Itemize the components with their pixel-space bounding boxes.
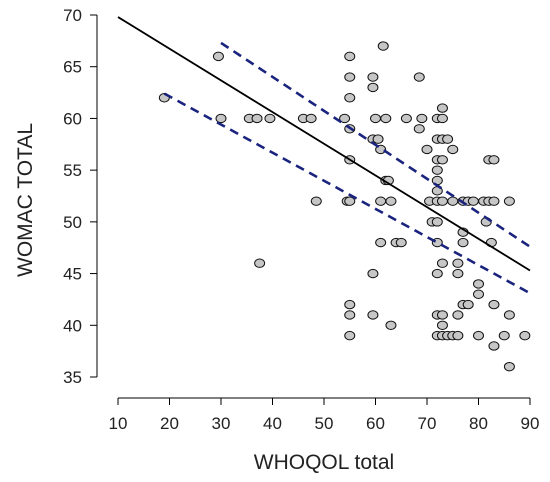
data-point xyxy=(519,330,531,341)
data-point xyxy=(452,268,464,279)
y-tick-label: 45 xyxy=(63,265,82,284)
data-point xyxy=(215,113,227,124)
data-point xyxy=(344,93,356,103)
plot-area: 10 20 30 40 50 60 70 80 90 35 40 45 50 55 60 65 70 xyxy=(63,6,539,433)
data-point xyxy=(431,175,443,186)
data-point xyxy=(488,155,500,165)
data-point xyxy=(367,268,379,279)
data-point xyxy=(310,196,322,206)
data-point xyxy=(344,330,356,341)
x-tick-label: 40 xyxy=(263,414,282,433)
data-point xyxy=(421,144,433,155)
data-point xyxy=(344,51,356,62)
data-point xyxy=(344,196,356,206)
data-point xyxy=(413,72,425,82)
y-tick-label: 70 xyxy=(63,6,82,25)
data-point xyxy=(385,320,397,330)
x-tick-label: 30 xyxy=(212,414,231,433)
data-point xyxy=(488,196,500,206)
data-point xyxy=(473,279,484,289)
x-tick-label: 70 xyxy=(418,414,437,433)
x-tick-label: 60 xyxy=(366,414,385,433)
data-point xyxy=(436,320,448,330)
data-point xyxy=(395,237,407,248)
x-axis-title: WHOQOL total xyxy=(254,451,394,474)
data-point xyxy=(251,113,263,124)
data-point xyxy=(488,299,500,310)
data-point xyxy=(462,299,474,310)
data-point xyxy=(380,113,392,124)
data-point xyxy=(452,310,464,320)
data-point xyxy=(344,310,356,320)
data-point xyxy=(367,82,379,93)
data-point xyxy=(344,72,356,82)
data-point xyxy=(452,258,464,268)
data-point xyxy=(436,258,448,268)
data-point xyxy=(436,196,448,206)
data-point xyxy=(372,134,384,144)
data-point xyxy=(473,289,484,299)
data-point xyxy=(503,310,515,320)
data-point xyxy=(344,299,356,310)
data-point xyxy=(377,41,389,51)
data-point xyxy=(400,113,412,124)
data-point xyxy=(503,361,515,372)
x-tick-label: 90 xyxy=(521,414,540,433)
data-point xyxy=(375,196,387,206)
data-point xyxy=(503,196,515,206)
data-point xyxy=(436,113,448,124)
data-point xyxy=(447,144,459,155)
data-point xyxy=(447,196,459,206)
data-point xyxy=(413,124,425,134)
x-tick-label: 50 xyxy=(315,414,334,433)
y-tick-label: 50 xyxy=(63,213,82,232)
data-point xyxy=(431,217,443,227)
data-point xyxy=(254,258,266,268)
data-point xyxy=(436,103,448,113)
x-tick-label: 20 xyxy=(160,414,179,433)
data-point xyxy=(431,268,443,279)
y-axis-title: WOMAC TOTAL xyxy=(14,123,37,277)
ci-lower-line xyxy=(163,92,531,295)
data-point xyxy=(375,237,387,248)
data-point xyxy=(305,113,317,124)
regression-line xyxy=(117,16,531,272)
data-point xyxy=(370,113,381,124)
data-point xyxy=(431,165,443,175)
data-point xyxy=(498,330,510,341)
data-point xyxy=(452,330,464,341)
y-tick-label: 55 xyxy=(63,161,82,180)
x-tick-label: 80 xyxy=(469,414,488,433)
ci-upper-line xyxy=(220,41,531,248)
data-point xyxy=(436,155,448,165)
data-point xyxy=(416,113,428,124)
data-point xyxy=(442,134,454,144)
y-tick-label: 40 xyxy=(63,316,82,335)
data-point xyxy=(488,341,500,351)
data-point xyxy=(264,113,276,124)
data-point xyxy=(339,113,351,124)
data-point xyxy=(212,51,224,62)
y-tick-label: 65 xyxy=(63,58,82,77)
x-tick-label: 10 xyxy=(109,414,128,433)
data-point xyxy=(457,237,469,248)
data-point xyxy=(385,196,397,206)
data-point xyxy=(367,72,379,82)
data-point xyxy=(473,330,484,341)
y-tick-label: 35 xyxy=(63,368,82,387)
data-point xyxy=(367,310,379,320)
data-point xyxy=(436,310,448,320)
data-point xyxy=(467,196,479,206)
y-tick-label: 60 xyxy=(63,109,82,128)
